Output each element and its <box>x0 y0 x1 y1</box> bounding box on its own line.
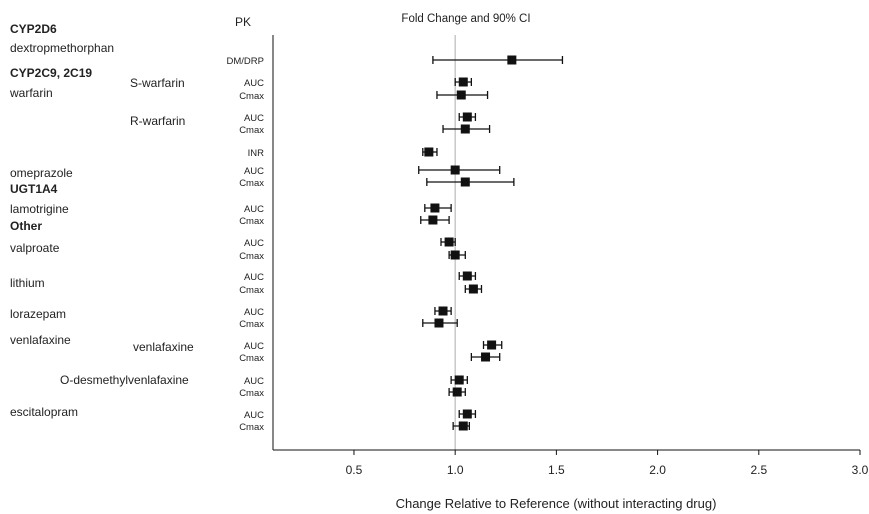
point-estimate <box>456 90 466 100</box>
pk-label: AUC <box>244 272 264 283</box>
ci-row <box>452 421 470 431</box>
point-estimate <box>460 177 470 187</box>
pk-label: INR <box>248 148 265 159</box>
point-estimate <box>481 352 491 362</box>
point-estimate <box>462 112 472 122</box>
pk-label: AUC <box>244 341 264 352</box>
drug-group-labels: CYP2D6 dextropmethorphan CYP2C9, 2C19 warfa… <box>9 22 194 419</box>
point-estimate <box>454 375 464 385</box>
x-axis-ticks: 0.5 1.0 1.5 2.0 2.5 3.0 <box>346 450 869 477</box>
pk-column-header: PK <box>235 15 251 29</box>
ci-row <box>482 340 503 350</box>
x-tick-label: 2.0 <box>649 463 666 477</box>
point-estimate <box>434 318 444 328</box>
ci-row <box>448 387 466 397</box>
pk-label: Cmax <box>239 251 264 262</box>
ci-row <box>464 284 483 294</box>
point-estimate <box>430 203 440 213</box>
pk-label: AUC <box>244 307 264 318</box>
x-tick-label: 0.5 <box>346 463 363 477</box>
group-heading: CYP2D6 <box>10 22 57 36</box>
point-estimate <box>458 77 468 87</box>
point-estimate <box>462 409 472 419</box>
point-estimate <box>438 306 448 316</box>
pk-label: Cmax <box>239 178 264 189</box>
x-tick-label: 1.5 <box>548 463 565 477</box>
point-estimate <box>450 165 460 175</box>
drug-label: dextropmethorphan <box>10 41 114 55</box>
drug-label: O-desmethylvenlafaxine <box>60 373 189 387</box>
ci-row <box>458 112 477 122</box>
ci-row <box>470 352 501 362</box>
drug-label: venlafaxine <box>10 333 71 347</box>
drug-label: lamotrigine <box>10 202 69 216</box>
ci-row <box>426 177 515 187</box>
ci-row <box>420 215 450 225</box>
pk-label: DM/DRP <box>227 56 264 67</box>
ci-row <box>422 318 458 328</box>
x-tick-label: 3.0 <box>852 463 869 477</box>
ci-row <box>434 306 452 316</box>
ci-row <box>418 165 501 175</box>
ci-row <box>450 375 468 385</box>
pk-label: Cmax <box>239 319 264 330</box>
drug-label: escitalopram <box>10 405 78 419</box>
pk-label: Cmax <box>239 125 264 136</box>
drug-label: lorazepam <box>10 307 66 321</box>
drug-label: valproate <box>10 241 60 255</box>
point-estimate <box>458 421 468 431</box>
pk-label: AUC <box>244 113 264 124</box>
pk-label: AUC <box>244 238 264 249</box>
pk-label: AUC <box>244 204 264 215</box>
x-tick-label: 2.5 <box>750 463 767 477</box>
data-marks <box>418 55 564 431</box>
ci-row <box>458 409 477 419</box>
drug-label: R-warfarin <box>130 114 185 128</box>
pk-label: Cmax <box>239 285 264 296</box>
x-tick-label: 1.0 <box>447 463 464 477</box>
point-estimate <box>452 387 462 397</box>
ci-row <box>436 90 489 100</box>
ci-row <box>422 147 438 157</box>
drug-label: venlafaxine <box>133 340 194 354</box>
point-estimate <box>460 124 470 134</box>
ci-row <box>454 77 473 87</box>
point-estimate <box>468 284 478 294</box>
ci-row <box>432 55 564 65</box>
pk-label: Cmax <box>239 388 264 399</box>
point-estimate <box>424 147 434 157</box>
pk-label: AUC <box>244 410 264 421</box>
point-estimate <box>428 215 438 225</box>
pk-label: Cmax <box>239 216 264 227</box>
point-estimate <box>462 271 472 281</box>
point-estimate <box>450 250 460 260</box>
x-axis-label: Change Relative to Reference (without in… <box>396 496 717 511</box>
group-heading: Other <box>10 219 42 233</box>
group-heading: UGT1A4 <box>10 182 58 196</box>
pk-label: AUC <box>244 166 264 177</box>
drug-label: lithium <box>10 276 45 290</box>
ci-row <box>424 203 452 213</box>
pk-parameter-labels: DM/DRPAUCCmaxAUCCmaxINRAUCCmaxAUCCmaxAUC… <box>227 56 265 433</box>
ci-row <box>458 271 477 281</box>
pk-label: AUC <box>244 376 264 387</box>
group-heading: CYP2C9, 2C19 <box>10 66 92 80</box>
ci-row <box>440 237 456 247</box>
drug-label: omeprazole <box>10 166 73 180</box>
point-estimate <box>444 237 454 247</box>
pk-label: Cmax <box>239 91 264 102</box>
drug-label: warfarin <box>9 86 53 100</box>
chart-title: Fold Change and 90% CI <box>401 13 530 25</box>
ci-row <box>442 124 491 134</box>
ci-row <box>448 250 466 260</box>
pk-label: Cmax <box>239 422 264 433</box>
pk-label: AUC <box>244 78 264 89</box>
point-estimate <box>507 55 517 65</box>
point-estimate <box>487 340 497 350</box>
pk-label: Cmax <box>239 353 264 364</box>
drug-label: S-warfarin <box>130 76 185 90</box>
